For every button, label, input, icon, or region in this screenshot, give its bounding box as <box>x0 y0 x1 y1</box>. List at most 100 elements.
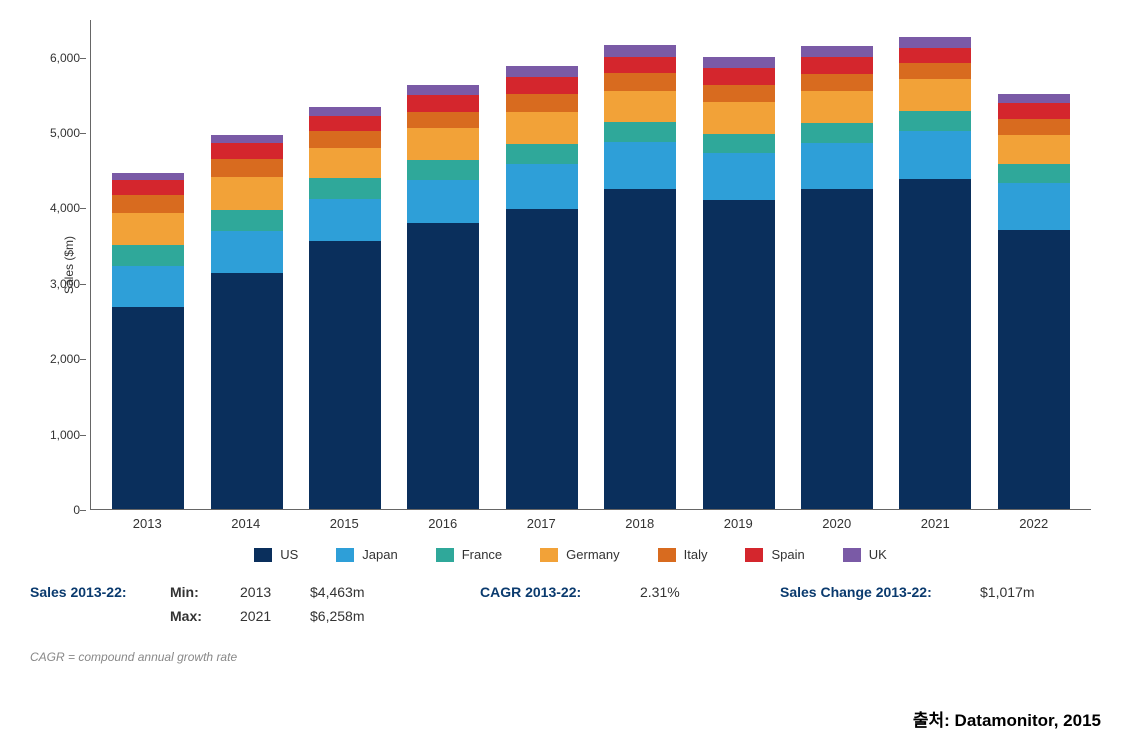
legend-label: Italy <box>684 547 708 562</box>
sales-range-label: Sales 2013-22: <box>30 584 127 600</box>
bar-segment-us <box>801 189 873 509</box>
legend: US Japan France Germany Italy Spain UK <box>30 547 1111 562</box>
bar-segment-us <box>703 200 775 509</box>
bar-segment-us <box>112 307 184 509</box>
legend-item-spain: Spain <box>745 547 804 562</box>
bar-column <box>300 20 390 509</box>
bar-segment-uk <box>211 135 283 143</box>
bar-segment-us <box>407 223 479 509</box>
bar-segment-uk <box>801 46 873 57</box>
y-tick-label: 6,000 <box>35 51 80 65</box>
bar-stack <box>604 45 676 509</box>
bar-segment-us <box>998 230 1070 509</box>
legend-item-japan: Japan <box>336 547 397 562</box>
bar-column <box>103 20 193 509</box>
bar-segment-france <box>309 178 381 199</box>
max-year: 2021 <box>240 608 271 624</box>
bar-segment-germany <box>703 102 775 134</box>
legend-label: US <box>280 547 298 562</box>
max-value: $6,258m <box>310 608 364 624</box>
legend-label: Spain <box>771 547 804 562</box>
chart-area: Sales ($m) 01,0002,0003,0004,0005,0006,0… <box>90 20 1091 510</box>
bar-segment-france <box>407 160 479 180</box>
bar-segment-us <box>211 273 283 509</box>
bar-stack <box>506 66 578 509</box>
bar-segment-italy <box>703 85 775 102</box>
bar-column <box>989 20 1079 509</box>
bar-column <box>398 20 488 509</box>
bar-column <box>595 20 685 509</box>
bar-column <box>202 20 292 509</box>
legend-swatch <box>745 548 763 562</box>
bar-segment-uk <box>112 173 184 180</box>
bar-segment-spain <box>506 77 578 94</box>
bar-segment-italy <box>998 119 1070 136</box>
bar-segment-japan <box>604 142 676 189</box>
bar-column <box>694 20 784 509</box>
min-year: 2013 <box>240 584 271 600</box>
bar-segment-france <box>703 134 775 154</box>
bar-segment-france <box>899 111 971 131</box>
bar-segment-germany <box>309 148 381 178</box>
legend-swatch <box>658 548 676 562</box>
legend-item-france: France <box>436 547 502 562</box>
y-axis-ticks: 01,0002,0003,0004,0005,0006,000 <box>80 20 90 510</box>
bar-segment-uk <box>899 37 971 47</box>
bar-segment-japan <box>309 199 381 241</box>
legend-item-us: US <box>254 547 298 562</box>
change-value: $1,017m <box>980 584 1034 600</box>
x-tick-label: 2022 <box>989 516 1079 531</box>
bar-segment-japan <box>899 131 971 179</box>
cagr-value: 2.31% <box>640 584 680 600</box>
bar-segment-germany <box>211 177 283 209</box>
legend-item-uk: UK <box>843 547 887 562</box>
bar-segment-italy <box>801 74 873 91</box>
legend-label: Japan <box>362 547 397 562</box>
bar-segment-spain <box>998 103 1070 118</box>
legend-swatch <box>436 548 454 562</box>
bar-segment-germany <box>112 213 184 245</box>
y-tick-label: 1,000 <box>35 428 80 442</box>
y-tick-label: 3,000 <box>35 277 80 291</box>
stats-block: Sales 2013-22: Min: 2013 $4,463m Max: 20… <box>30 584 1111 632</box>
bar-segment-us <box>899 179 971 509</box>
legend-item-germany: Germany <box>540 547 619 562</box>
bar-stack <box>309 107 381 509</box>
source-citation: 출처: Datamonitor, 2015 <box>913 706 1101 731</box>
bar-segment-us <box>309 241 381 509</box>
legend-swatch <box>254 548 272 562</box>
bar-column <box>890 20 980 509</box>
legend-label: France <box>462 547 502 562</box>
bar-segment-france <box>211 210 283 231</box>
bar-stack <box>703 57 775 509</box>
bar-segment-italy <box>899 63 971 80</box>
bar-segment-uk <box>506 66 578 77</box>
bar-stack <box>899 37 971 509</box>
bar-segment-spain <box>604 57 676 74</box>
bar-segment-spain <box>899 48 971 63</box>
min-label: Min: <box>170 584 199 600</box>
bar-segment-uk <box>998 94 1070 103</box>
bar-segment-japan <box>703 153 775 200</box>
bar-segment-italy <box>309 131 381 148</box>
legend-swatch <box>336 548 354 562</box>
bar-segment-france <box>112 245 184 266</box>
bar-segment-germany <box>407 128 479 160</box>
bar-segment-italy <box>407 112 479 129</box>
bar-segment-italy <box>506 94 578 111</box>
legend-item-italy: Italy <box>658 547 708 562</box>
bar-segment-france <box>506 144 578 164</box>
legend-label: UK <box>869 547 887 562</box>
footer-note: CAGR = compound annual growth rate <box>30 650 1111 664</box>
bar-segment-uk <box>309 107 381 116</box>
bar-segment-germany <box>604 91 676 123</box>
bar-segment-japan <box>407 180 479 223</box>
bar-segment-japan <box>112 266 184 307</box>
x-tick-label: 2015 <box>299 516 389 531</box>
x-tick-label: 2018 <box>595 516 685 531</box>
bar-segment-japan <box>998 183 1070 230</box>
legend-swatch <box>540 548 558 562</box>
x-tick-label: 2017 <box>496 516 586 531</box>
x-tick-label: 2014 <box>201 516 291 531</box>
y-tick-label: 0 <box>35 503 80 517</box>
